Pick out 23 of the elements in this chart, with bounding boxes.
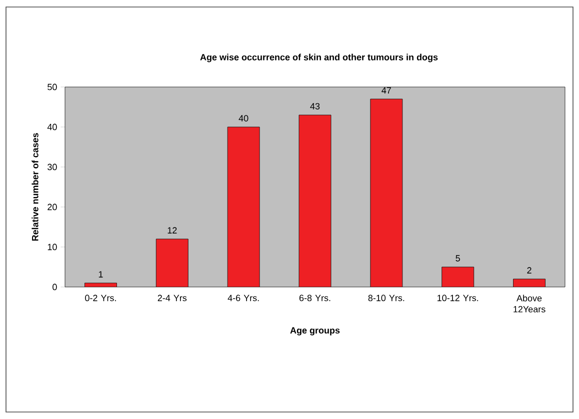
y-tick-label: 10 (48, 244, 57, 250)
data-label: 12 (168, 227, 177, 234)
x-tick-label: 2-4 Yrs (158, 294, 187, 302)
data-label: 5 (456, 255, 460, 262)
x-axis-title: Age groups (290, 327, 340, 336)
x-tick-label: Above 12Years (514, 294, 546, 312)
x-tick-label: 10-12 Yrs. (438, 294, 478, 302)
data-label: 47 (382, 87, 391, 94)
data-label: 1 (98, 271, 103, 278)
y-tick-label: 30 (48, 164, 57, 170)
chart-title: Age wise occurrence of skin and other tumours in dogs (200, 54, 438, 62)
x-tick-label: 8-10 Yrs. (368, 294, 404, 302)
data-label: 2 (527, 267, 532, 274)
x-tick-label: 4-6 Yrs. (228, 294, 259, 302)
y-tick-label: 0 (52, 284, 57, 290)
y-tick-label: 20 (48, 204, 57, 210)
y-tick-label: 50 (48, 84, 57, 90)
x-tick-label: 0-2 Yrs. (85, 294, 116, 302)
data-label: 40 (238, 115, 248, 122)
x-tick-label: 6-8 Yrs. (299, 294, 330, 302)
y-tick-label: 40 (47, 124, 57, 130)
y-axis-title: Relative number of cases (32, 133, 38, 241)
data-label: 43 (310, 103, 320, 110)
